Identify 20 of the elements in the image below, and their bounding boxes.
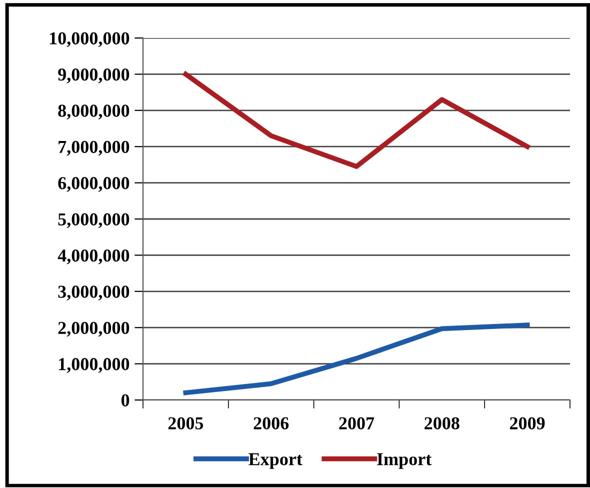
- y-tick-label: 2,000,000: [58, 322, 130, 337]
- y-tick-label: 9,000,000: [58, 68, 130, 84]
- x-tick-label: 2009: [510, 417, 545, 430]
- y-tick-label: 0: [121, 394, 130, 406]
- line-series: [183, 322, 530, 396]
- line-series: [183, 72, 530, 169]
- y-tick-label: 1,000,000: [59, 358, 130, 373]
- x-tick-label: 2008: [424, 417, 460, 430]
- y-tick-label: 4,000,000: [58, 249, 130, 264]
- x-tick-label: 2007: [339, 417, 374, 430]
- y-tick-label: 6,000,000: [58, 177, 130, 192]
- x-tick-label: 2005: [168, 417, 204, 430]
- legend-label: Export: [248, 453, 302, 469]
- legend-label: Import: [377, 453, 432, 469]
- y-tick-label: 10,000,000: [50, 32, 130, 48]
- y-tick-label: 3,000,000: [58, 286, 130, 300]
- y-tick-label: 7,000,000: [58, 140, 130, 156]
- y-tick-label: 8,000,000: [58, 104, 130, 120]
- y-tick-label: 5,000,000: [58, 213, 130, 228]
- x-tick-label: 2006: [254, 417, 289, 430]
